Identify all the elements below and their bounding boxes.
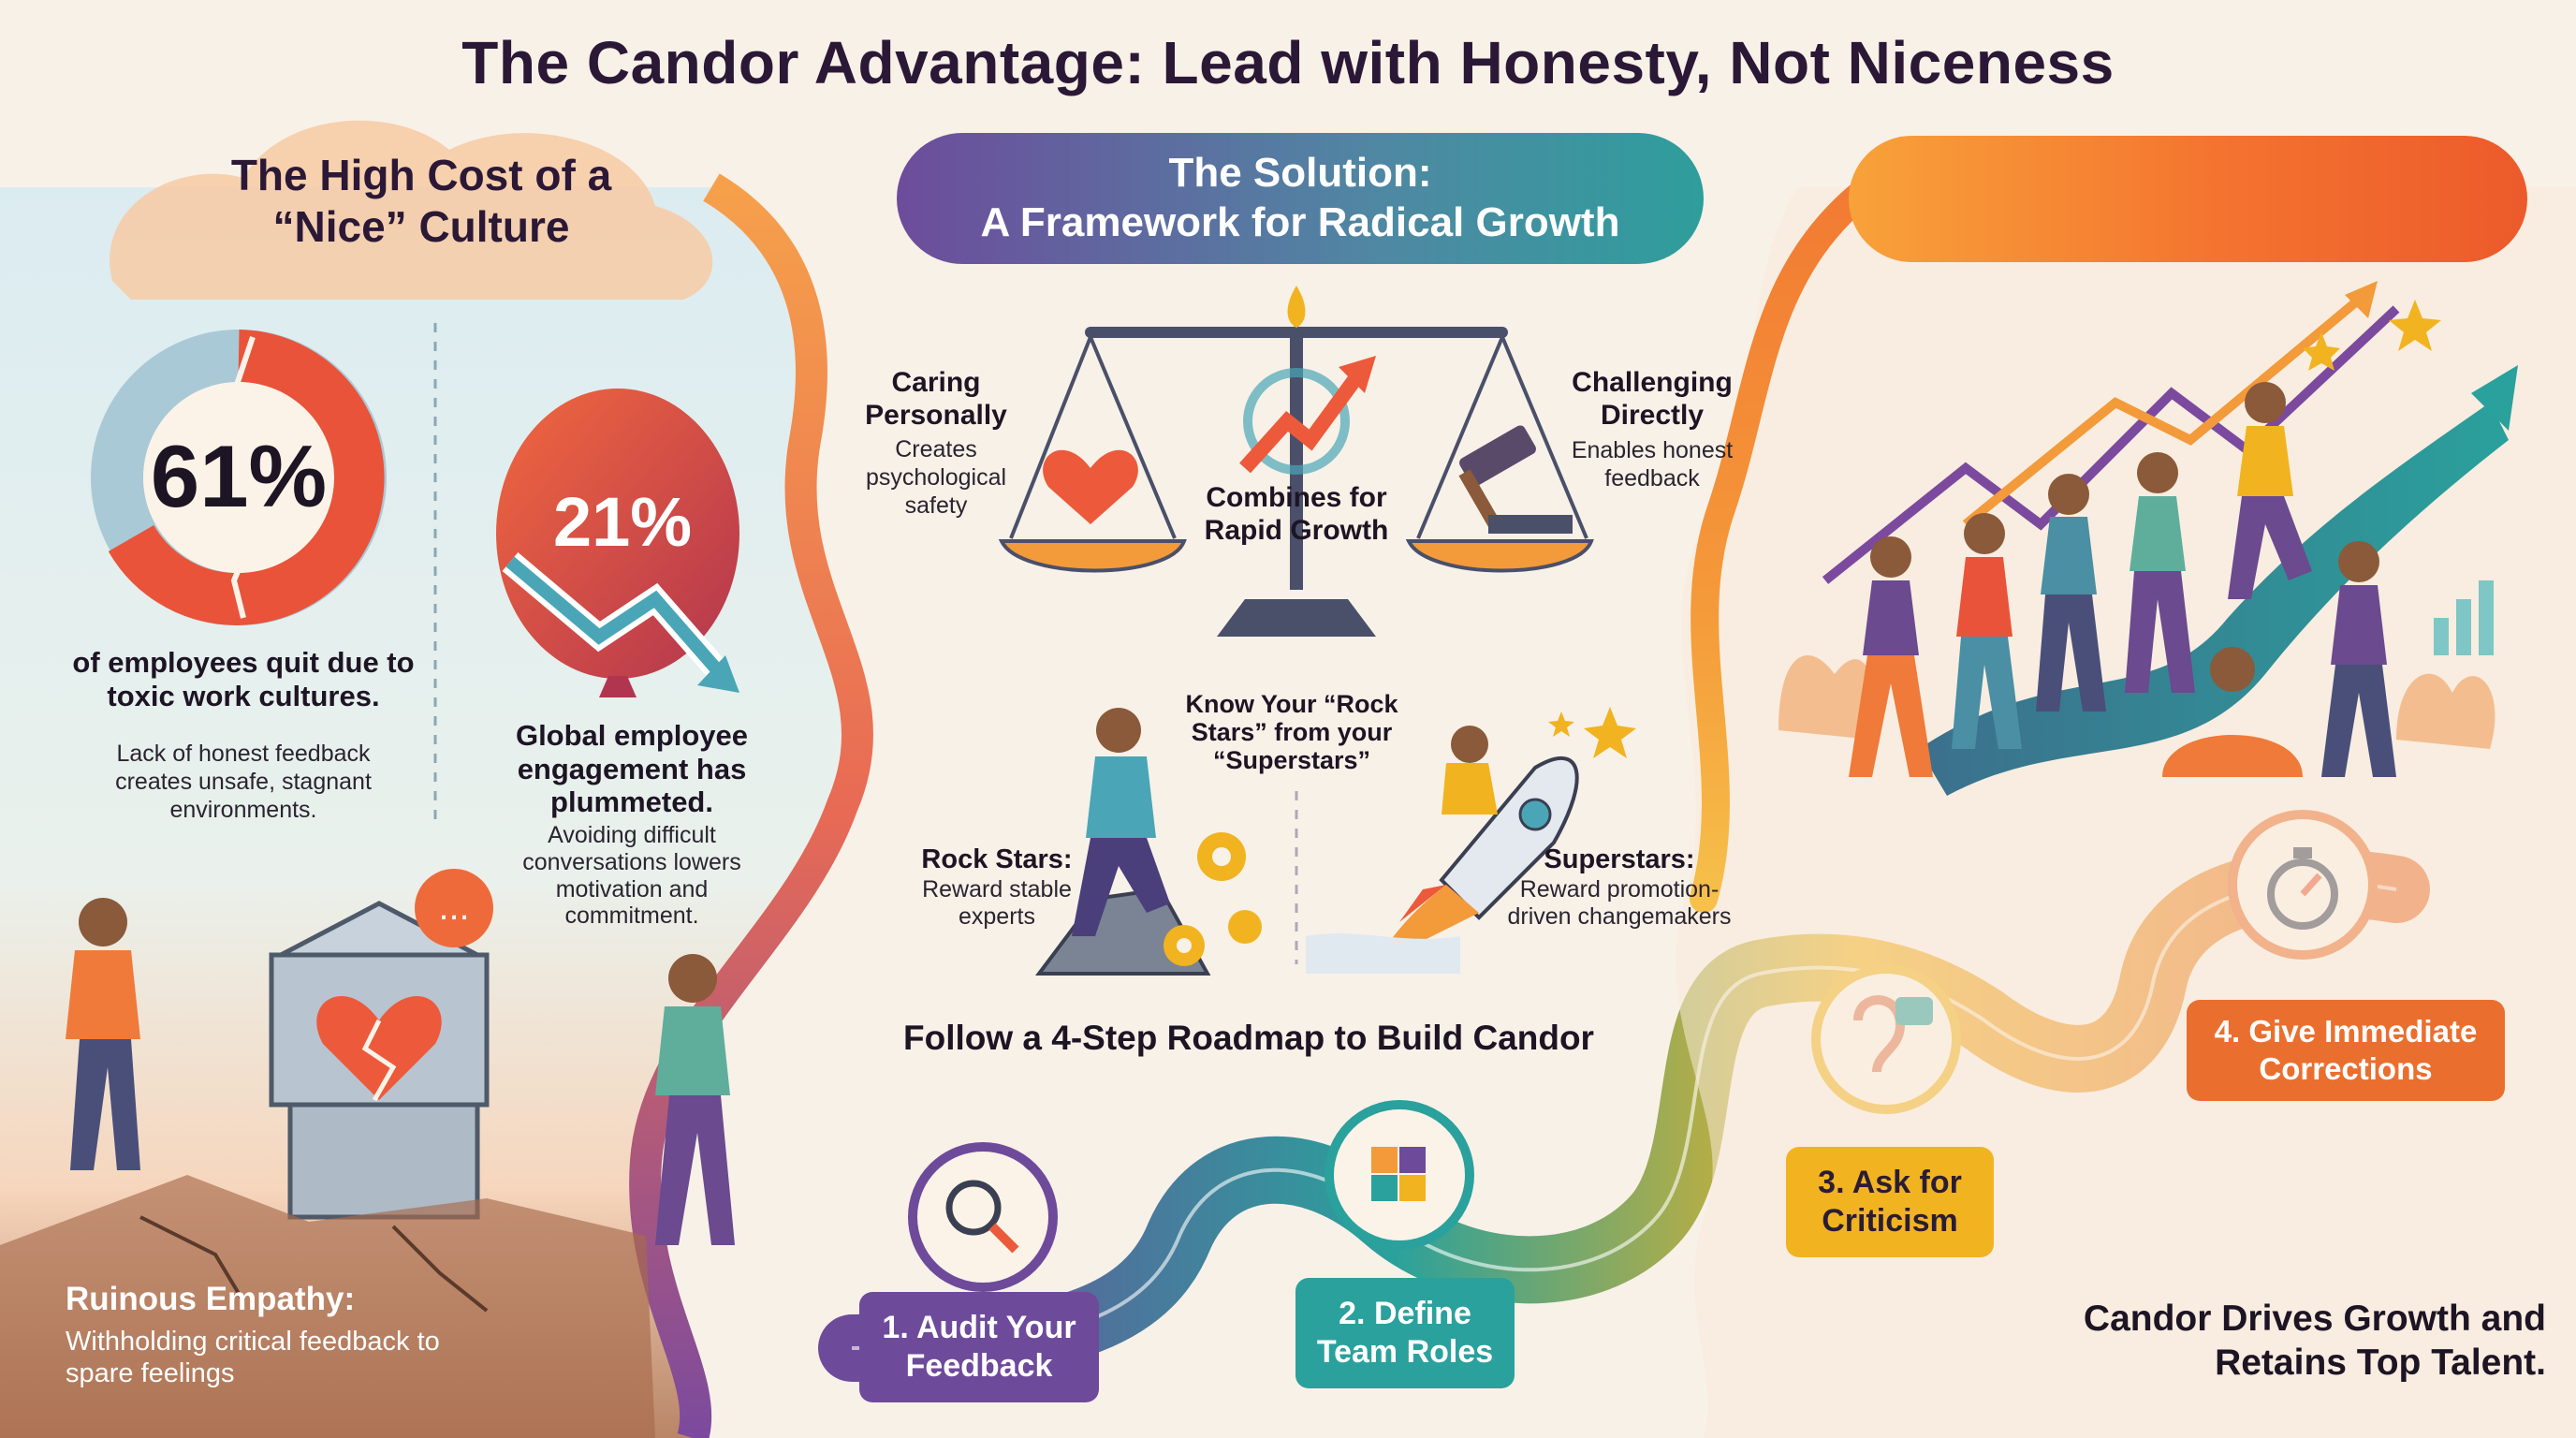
step-2-define-roles: 2. Define Team Roles	[1295, 1278, 1515, 1388]
left-panel-heading: The High Cost of a “Nice” Culture	[230, 151, 612, 252]
step-4-immediate-corrections: 4. Give Immediate Corrections	[2187, 1000, 2505, 1101]
caring-personally-subtext: Creates psychological safety	[865, 436, 1007, 519]
right-banner	[1849, 136, 2527, 262]
balance-scale-illustration	[998, 286, 1594, 637]
svg-text:...: ...	[438, 887, 469, 928]
donut-chart-61	[91, 330, 387, 625]
caring-personally-title: Caring Personally	[865, 367, 1007, 431]
rock-stars-subtext: Reward stable experts	[922, 876, 1072, 930]
ruinous-empathy-title: Ruinous Empathy:	[66, 1281, 356, 1317]
step-3-ask-criticism: 3. Ask for Criticism	[1786, 1147, 1994, 1257]
stat-61-value: 61%	[150, 427, 328, 525]
combines-label: Combines for Rapid Growth	[1204, 482, 1389, 546]
ruinous-empathy-subtext: Withholding critical feedback to spare f…	[66, 1327, 440, 1389]
rock-star-illustration	[1035, 708, 1262, 976]
solution-line-2: A Framework for Radical Growth	[980, 199, 1620, 245]
stat-61-subtext: Lack of honest feedback creates unsafe, …	[115, 741, 372, 823]
superstars-title: Superstars:	[1544, 844, 1695, 874]
page-title: The Candor Advantage: Lead with Honesty,…	[461, 29, 2115, 96]
step-1-audit-feedback: 1. Audit Your Feedback	[859, 1292, 1099, 1402]
balloon-21	[496, 389, 739, 697]
rock-vs-superstars-heading: Know Your “Rock Stars” from your “Supers…	[1185, 690, 1398, 775]
roadmap-heading: Follow a 4-Step Roadmap to Build Candor	[903, 1019, 1594, 1057]
stat-21-value: 21%	[552, 483, 693, 561]
stat-61-caption: of employees quit due to toxic work cult…	[72, 646, 415, 712]
superstars-subtext: Reward promotion-driven changemakers	[1507, 876, 1732, 930]
superstar-rocket-illustration	[1306, 707, 1636, 974]
rock-stars-title: Rock Stars:	[921, 844, 1073, 874]
stat-21-subtext: Avoiding difficult conversations lowers …	[522, 822, 741, 930]
stat-21-caption: Global employee engagement has plummeted…	[515, 719, 749, 819]
team-growth-illustration	[1778, 281, 2518, 796]
solution-banner: The Solution: A Framework for Radical Gr…	[897, 133, 1704, 264]
broken-temple-illustration: ...	[0, 869, 735, 1438]
challenging-directly-subtext: Enables honest feedback	[1571, 437, 1734, 492]
solution-line-1: The Solution:	[1168, 150, 1432, 197]
candor-footer-text: Candor Drives Growth and Retains Top Tal…	[2083, 1299, 2546, 1383]
challenging-directly-title: Challenging Directly	[1572, 367, 1733, 431]
